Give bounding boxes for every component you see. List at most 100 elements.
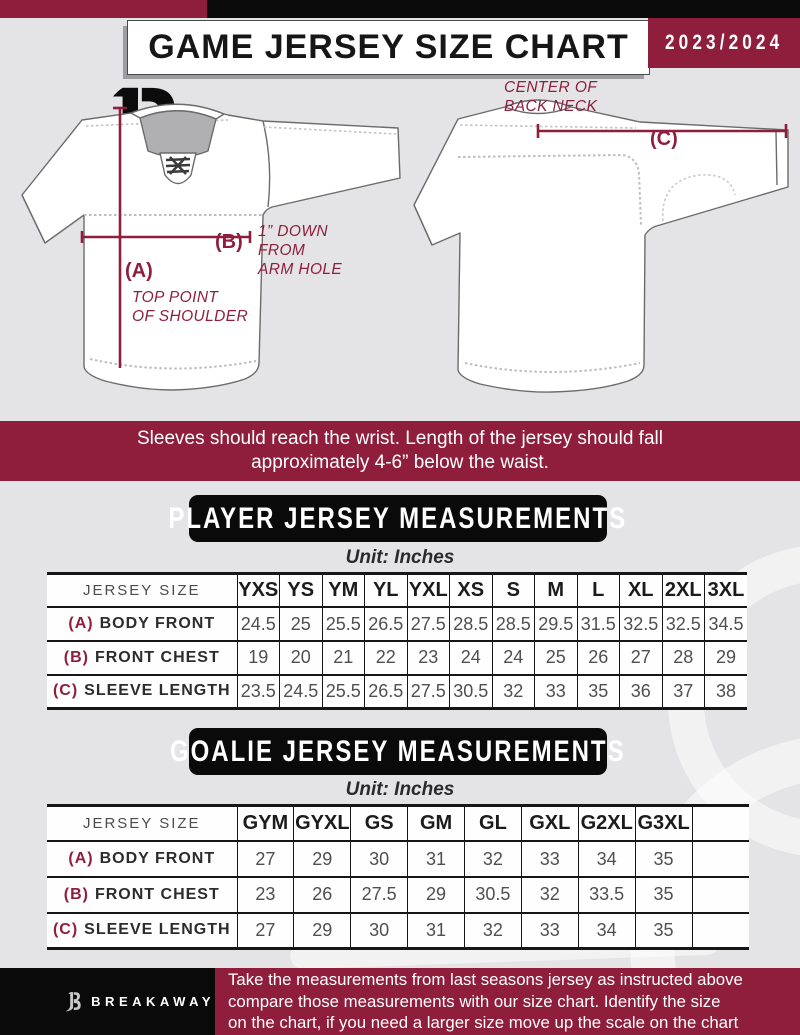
- size-column-header: S: [491, 573, 535, 608]
- row-label: (B) FRONT CHEST: [47, 875, 237, 913]
- measurement-value-cell: 32: [520, 875, 579, 913]
- measurement-value-cell: 22: [364, 639, 407, 675]
- row-label: (A) BODY FRONT: [47, 606, 237, 641]
- row-label-text: SLEEVE LENGTH: [84, 682, 231, 700]
- measurement-value-cell: 23.5: [236, 673, 280, 709]
- measurement-value-cell: [691, 875, 749, 913]
- brand-name: BREAKAWAY: [91, 994, 215, 1009]
- table-row: (B) FRONT CHEST 23 26 27.5 29 30.5 32 33.5 35: [47, 875, 749, 913]
- size-column-header: XS: [449, 573, 492, 608]
- back-jersey-diagram: [413, 99, 789, 393]
- measurement-value-cell: 21: [321, 639, 365, 675]
- measurement-value-cell: 32.5: [619, 606, 662, 641]
- measurement-value-cell: 33.5: [577, 875, 636, 913]
- measurement-value-cell: 27: [619, 639, 662, 675]
- measurement-value-cell: 34.5: [704, 606, 747, 641]
- goalie-section-title-box: GOALIE JERSEY MEASUREMENTS: [170, 728, 624, 775]
- size-column-header: 3XL: [704, 573, 747, 608]
- player-unit-label: Unit: Inches: [345, 547, 455, 568]
- measurement-value-cell: 27: [236, 840, 294, 877]
- fit-note-banner: Sleeves should reach the wrist. Length o…: [0, 421, 800, 481]
- measurement-value-cell: 27: [236, 911, 294, 949]
- measurement-value-cell: 29.5: [534, 606, 577, 641]
- footer-instructions: Take the measurements from last seasons …: [215, 968, 800, 1035]
- goalie-section-title: GOALIE JERSEY MEASUREMENTS: [170, 734, 626, 768]
- measurement-value-cell: 28: [661, 639, 705, 675]
- measurement-value-cell: 20: [279, 639, 322, 675]
- measurement-value-cell: 26.5: [364, 673, 407, 709]
- text-line: CENTER OF: [504, 79, 598, 96]
- row-letter: (C): [52, 682, 79, 700]
- measurement-value-cell: 35: [634, 875, 692, 913]
- measurement-value-cell: 30.5: [449, 673, 492, 709]
- text-line: TOP POINT: [132, 289, 219, 306]
- measurement-value-cell: 25: [534, 639, 577, 675]
- measurement-value-cell: 25: [279, 606, 322, 641]
- measurement-value-cell: 29: [293, 840, 351, 877]
- text-line: BACK NECK: [504, 98, 598, 115]
- page-title-box: GAME JERSEY SIZE CHART: [127, 20, 650, 75]
- footer-brand-block: BREAKAWAY: [0, 968, 215, 1035]
- measurement-value-cell: 23: [236, 875, 294, 913]
- label-b: (B): [215, 231, 243, 253]
- front-jersey-diagram: [21, 103, 401, 391]
- measurement-value-cell: 33: [520, 911, 579, 949]
- row-label-text: FRONT CHEST: [94, 648, 220, 666]
- measurement-value-cell: 30: [350, 840, 408, 877]
- top-strip-maroon: [0, 0, 207, 18]
- measurement-value-cell: 27.5: [406, 606, 450, 641]
- measurement-value-cell: 32: [464, 911, 522, 949]
- size-column-header: GYM: [236, 805, 294, 842]
- label-c: (C): [650, 128, 678, 150]
- size-column-header: G3XL: [634, 805, 692, 842]
- measurement-value-cell: 37: [661, 673, 705, 709]
- row-label: (C) SLEEVE LENGTH: [47, 911, 237, 949]
- season-badge: 2023/2024: [648, 18, 800, 68]
- measurement-value-cell: 38: [704, 673, 747, 709]
- text-line: on the chart, if you need a larger size …: [228, 1013, 739, 1033]
- measurement-value-cell: 34: [577, 840, 636, 877]
- size-column-header: L: [576, 573, 620, 608]
- table-row: (C) SLEEVE LENGTH 23.5 24.5 25.5 26.5 27.5 30.5…: [47, 673, 747, 709]
- measurement-value-cell: 27.5: [350, 875, 408, 913]
- player-measurements-table: JERSEY SIZE YXS YS YM YL YXL XS S M L XL 2XL 3XL (A) B…: [47, 572, 747, 710]
- measurement-value-cell: 25.5: [321, 673, 365, 709]
- measurement-value-cell: 26: [576, 639, 620, 675]
- size-column-header: M: [534, 573, 577, 608]
- measurement-value-cell: 32.5: [661, 606, 705, 641]
- measurement-value-cell: 19: [236, 639, 280, 675]
- note-b: 1” DOWN FROM ARM HOLE: [258, 222, 342, 279]
- measurement-value-cell: 33: [520, 840, 579, 877]
- player-section-title-box: PLAYER JERSEY MEASUREMENTS: [169, 495, 625, 542]
- table-row: (A) BODY FRONT 24.5 25 25.5 26.5 27.5 28.5 28.5 2…: [47, 606, 747, 641]
- size-column-header: GXL: [520, 805, 579, 842]
- measurement-value-cell: 34: [577, 911, 636, 949]
- measurement-value-cell: 32: [464, 840, 522, 877]
- row-label: (C) SLEEVE LENGTH: [47, 673, 237, 709]
- table-row: (A) BODY FRONT 27 29 30 31 32 33 34 35: [47, 840, 749, 877]
- measurement-value-cell: 23: [406, 639, 450, 675]
- page-title: GAME JERSEY SIZE CHART: [148, 28, 629, 66]
- text-line: OF SHOULDER: [132, 308, 249, 325]
- text-line: 1” DOWN: [258, 223, 328, 240]
- size-column-header: YXS: [236, 573, 280, 608]
- measurement-line-c: [536, 124, 788, 138]
- breakaway-footer-logo: [65, 992, 81, 1012]
- size-column-header: GS: [350, 805, 408, 842]
- measurement-value-cell: [691, 911, 749, 949]
- measurement-value-cell: 30.5: [464, 875, 522, 913]
- measurement-value-cell: 29: [704, 639, 747, 675]
- measurement-value-cell: 29: [293, 911, 351, 949]
- size-column-header: GYXL: [293, 805, 351, 842]
- text-line: approximately 4-6” below the waist.: [251, 452, 549, 473]
- text-line: FROM: [258, 242, 306, 259]
- text-line: Sleeves should reach the wrist. Length o…: [137, 428, 663, 449]
- note-c: CENTER OF BACK NECK: [504, 78, 597, 116]
- measurement-value-cell: 31: [407, 911, 465, 949]
- text-line: Take the measurements from last seasons …: [228, 970, 743, 990]
- row-label-text: FRONT CHEST: [94, 885, 220, 903]
- measurement-value-cell: 30: [350, 911, 408, 949]
- measurement-value-cell: 26: [293, 875, 351, 913]
- measurement-value-cell: 24: [491, 639, 535, 675]
